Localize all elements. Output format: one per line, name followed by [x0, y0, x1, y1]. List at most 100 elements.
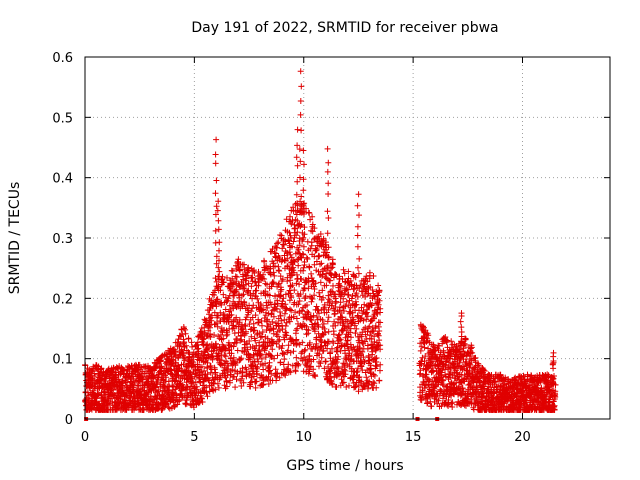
- data-point: [371, 338, 378, 345]
- data-point: [207, 363, 214, 369]
- data-point: [371, 380, 378, 387]
- data-point: [270, 279, 277, 286]
- data-point: [424, 400, 431, 407]
- data-point: [318, 344, 324, 351]
- data-point: [237, 356, 244, 363]
- data-point: [270, 280, 277, 287]
- data-point: [339, 276, 346, 282]
- data-point: [324, 168, 331, 175]
- data-point: [293, 315, 300, 322]
- data-point: [182, 330, 189, 337]
- y-axis-label: SRMTID / TECUs: [7, 182, 23, 295]
- data-point: [361, 383, 368, 390]
- y-tick-label: 0.5: [52, 111, 73, 126]
- data-point: [353, 290, 360, 297]
- data-point: [295, 361, 302, 368]
- data-point: [213, 203, 220, 210]
- data-point: [311, 286, 318, 292]
- data-point: [110, 393, 117, 399]
- data-point: [233, 314, 240, 321]
- data-point: [316, 293, 323, 300]
- data-point: [301, 208, 308, 215]
- data-point: [255, 319, 262, 326]
- data-point: [329, 261, 336, 268]
- data-point: [325, 376, 331, 383]
- data-point: [352, 274, 359, 281]
- data-point: [308, 270, 315, 277]
- data-point: [295, 262, 302, 269]
- data-point: [213, 303, 220, 310]
- data-point: [347, 277, 354, 284]
- data-point: [207, 334, 214, 340]
- data-point: [332, 271, 339, 278]
- data-point: [193, 383, 200, 390]
- data-point: [454, 354, 461, 361]
- data-point: [366, 269, 373, 276]
- data-point: [375, 292, 382, 299]
- data-point: [357, 358, 364, 364]
- data-point: [349, 293, 356, 299]
- data-point: [337, 336, 344, 343]
- data-point: [376, 297, 383, 304]
- data-point: [370, 371, 377, 378]
- data-point: [198, 395, 205, 402]
- data-point: [278, 286, 285, 293]
- data-point: [221, 352, 228, 359]
- data-point: [200, 336, 206, 343]
- data-point: [229, 275, 236, 282]
- data-point: [271, 249, 278, 256]
- data-point: [297, 223, 304, 229]
- data-point: [480, 389, 487, 396]
- data-point: [552, 388, 559, 395]
- data-point: [252, 384, 259, 391]
- data-point: [285, 342, 292, 349]
- data-point: [221, 312, 228, 319]
- data-point: [215, 198, 222, 205]
- data-point: [300, 147, 307, 154]
- data-point: [151, 372, 158, 379]
- data-point: [253, 378, 260, 385]
- data-point: [468, 344, 475, 351]
- data-point: [227, 342, 233, 349]
- data-point: [186, 386, 193, 393]
- data-point: [233, 376, 240, 383]
- data-point: [287, 251, 294, 258]
- data-point: [442, 366, 448, 373]
- data-point: [213, 260, 220, 267]
- data-point: [549, 376, 556, 383]
- data-point: [360, 317, 367, 324]
- data-point: [293, 191, 300, 198]
- data-point: [472, 354, 479, 361]
- data-point: [242, 323, 249, 330]
- data-point: [281, 336, 288, 343]
- data-point: [254, 295, 261, 302]
- data-point: [377, 309, 384, 316]
- data-point: [300, 243, 307, 250]
- data-point: [293, 336, 300, 343]
- data-point: [309, 296, 316, 302]
- data-point: [290, 269, 297, 276]
- data-point: [243, 281, 249, 288]
- data-point: [355, 264, 361, 271]
- data-point: [258, 355, 265, 362]
- data-point: [165, 378, 172, 385]
- data-point: [291, 287, 298, 294]
- data-point: [475, 362, 482, 369]
- data-point: [352, 330, 359, 336]
- data-point: [297, 174, 303, 181]
- data-point: [355, 388, 362, 395]
- data-point: [270, 340, 277, 347]
- data-point: [256, 339, 263, 346]
- data-point: [325, 215, 332, 221]
- data-point: [279, 276, 286, 283]
- data-point: [325, 363, 332, 370]
- data-point: [238, 383, 245, 389]
- data-point: [296, 281, 303, 288]
- data-point: [192, 379, 199, 386]
- data-point: [268, 310, 275, 317]
- data-point: [275, 338, 282, 345]
- data-point: [293, 154, 300, 161]
- data-point: [287, 290, 294, 297]
- y-tick-label: 0: [65, 413, 73, 428]
- data-point: [219, 273, 226, 280]
